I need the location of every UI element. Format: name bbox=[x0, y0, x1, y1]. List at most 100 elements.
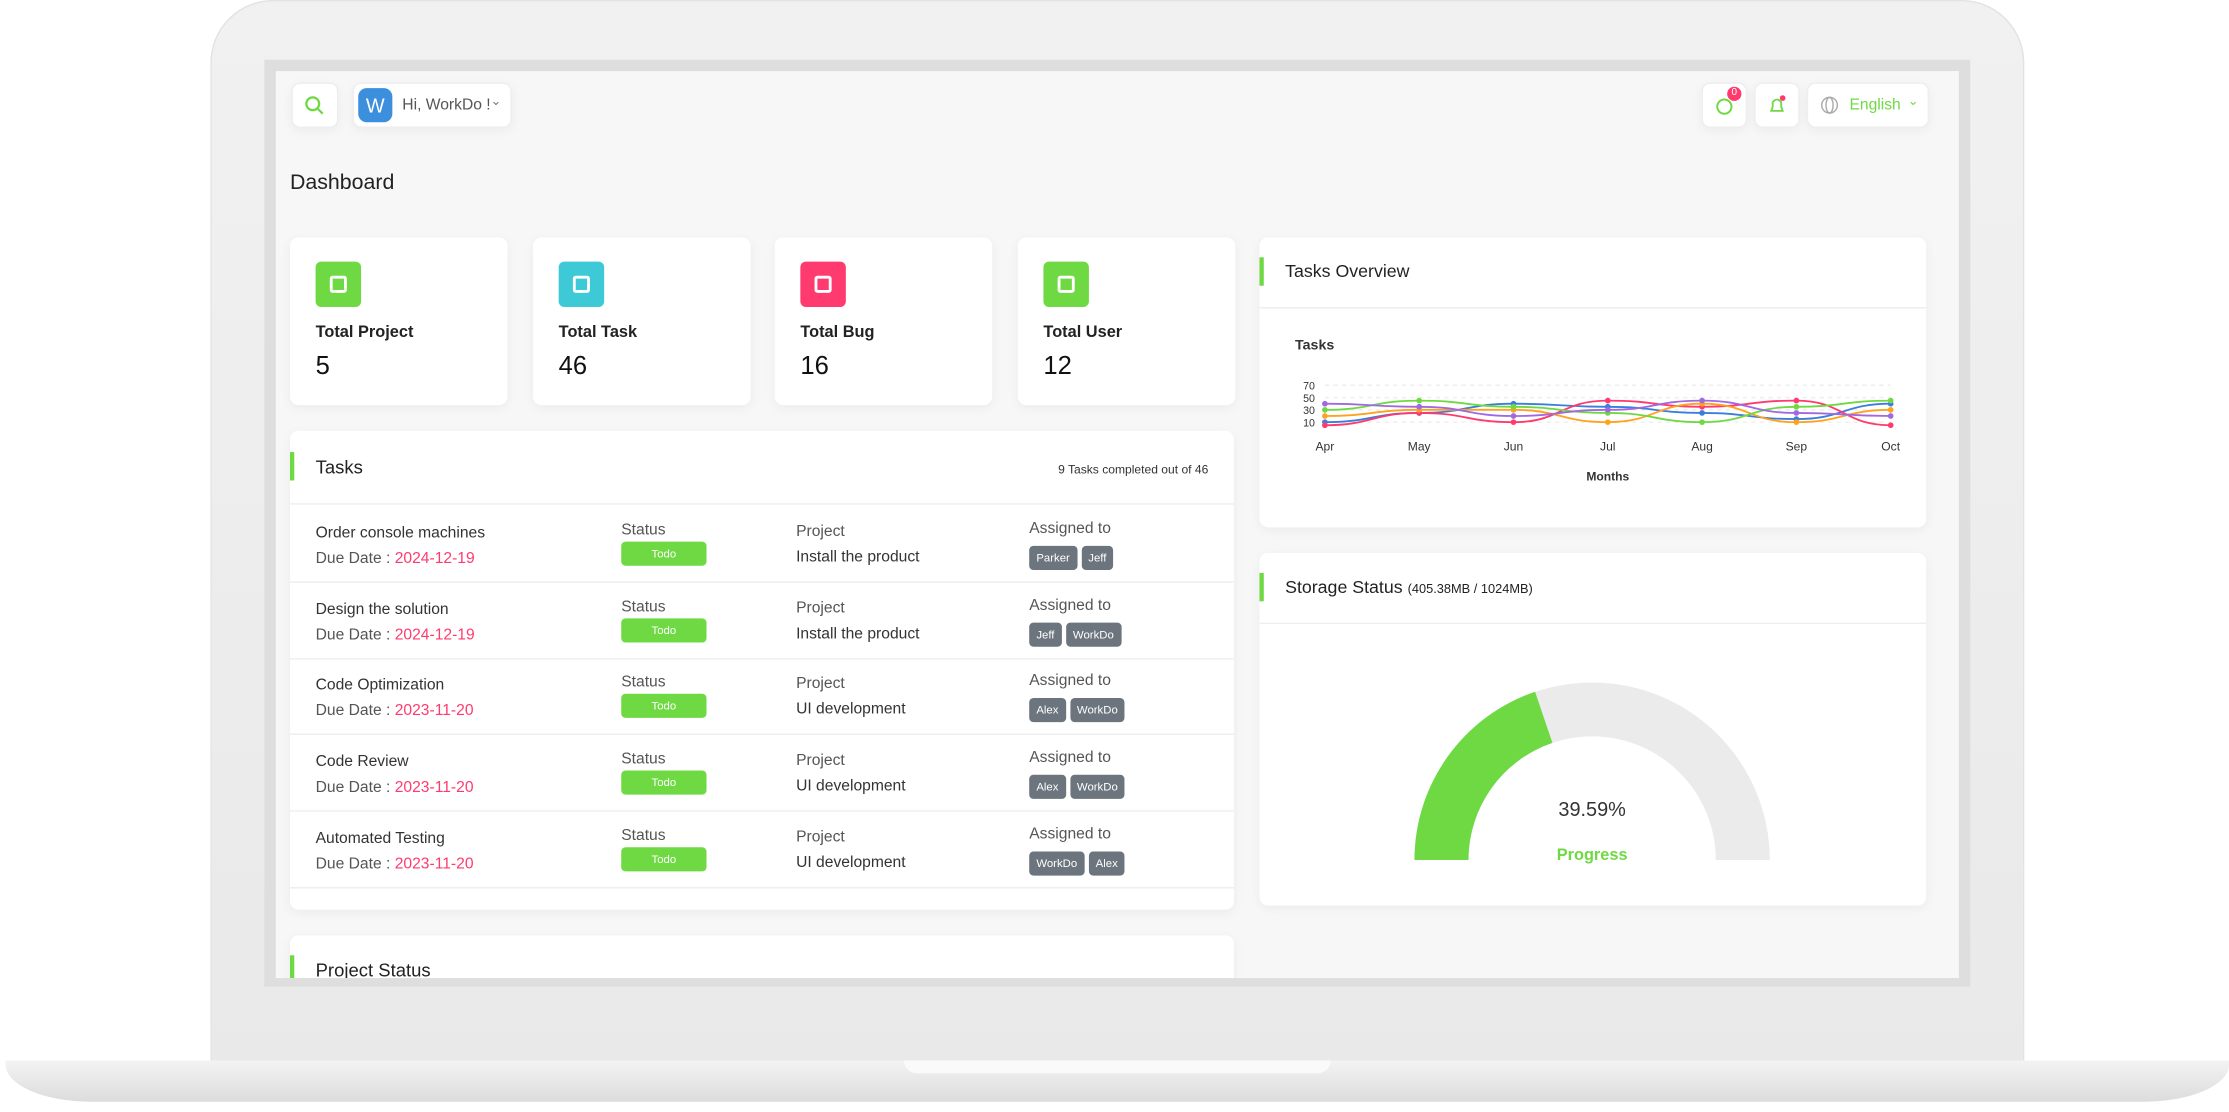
data-point bbox=[1604, 407, 1611, 413]
status-badge: Todo bbox=[621, 846, 707, 872]
card-title: Project Status bbox=[315, 959, 431, 979]
project-name: UI development bbox=[796, 701, 906, 719]
message-badge: 0 bbox=[1727, 86, 1742, 101]
project-label: Project bbox=[796, 828, 845, 846]
screen: W Hi, WorkDo ! ⌄ 0 English ⌄ Dashboard T… bbox=[264, 59, 1971, 987]
stat-icon bbox=[1043, 261, 1089, 308]
project-name: Install the product bbox=[796, 625, 920, 643]
task-name: Order console machines bbox=[315, 524, 486, 542]
x-tick-label: Aug bbox=[1691, 440, 1713, 454]
assignees: Jeff WorkDo bbox=[1029, 619, 1125, 647]
due-date: Due Date : 2023-11-20 bbox=[316, 779, 474, 796]
data-point bbox=[1887, 422, 1894, 429]
accent bbox=[1259, 572, 1264, 602]
language: English bbox=[1849, 96, 1901, 114]
data-point bbox=[1322, 422, 1328, 429]
messages-button[interactable]: 0 bbox=[1701, 82, 1748, 128]
task-row: Automated Testing Due Date : 2023-11-20 St… bbox=[289, 810, 1234, 889]
status-label: Status bbox=[621, 750, 666, 768]
status-label: Status bbox=[621, 521, 666, 539]
stat-card: Total Task 46 bbox=[533, 237, 751, 406]
assigned-label: Assigned to bbox=[1029, 825, 1111, 843]
assignee-badge: WorkDo bbox=[1069, 698, 1125, 723]
due-label: Due Date : bbox=[315, 779, 391, 797]
due-date: Due Date : 2024-12-19 bbox=[316, 550, 475, 567]
x-tick-label: Oct bbox=[1881, 440, 1900, 454]
x-tick-label: May bbox=[1408, 440, 1432, 454]
globe-icon bbox=[1821, 96, 1839, 114]
project-label: Project bbox=[796, 523, 845, 541]
data-point bbox=[1793, 419, 1800, 426]
user-menu[interactable]: W Hi, WorkDo ! ⌄ bbox=[352, 82, 512, 128]
search-button[interactable] bbox=[291, 82, 339, 128]
divider bbox=[1259, 622, 1927, 625]
caret: ⌄ bbox=[490, 93, 502, 109]
stat-label: Total Task bbox=[558, 324, 638, 342]
storage-detail: (405.38MB / 1024MB) bbox=[1407, 581, 1533, 596]
icon-glyph bbox=[329, 275, 347, 293]
assignee-badge: Jeff bbox=[1029, 622, 1062, 647]
assignees: Alex WorkDo bbox=[1029, 696, 1129, 723]
chart-title: Tasks bbox=[1295, 338, 1334, 354]
stat-card: Total Bug 16 bbox=[774, 237, 993, 406]
assignees: Parker Jeff bbox=[1029, 543, 1118, 571]
due-value: 2024-12-19 bbox=[394, 550, 475, 568]
due-value: 2024-12-19 bbox=[394, 626, 475, 644]
stat-value: 46 bbox=[558, 351, 588, 380]
due-label: Due Date : bbox=[315, 550, 391, 568]
notifications-button[interactable] bbox=[1754, 82, 1800, 128]
data-point bbox=[1699, 419, 1705, 426]
project-name: Install the product bbox=[796, 548, 920, 566]
due-date: Due Date : 2023-11-20 bbox=[316, 855, 474, 872]
y-tick-label: 50 bbox=[1303, 393, 1315, 405]
status-label: Status bbox=[621, 827, 666, 845]
task-row: Order console machines Due Date : 2024-12… bbox=[289, 505, 1234, 583]
x-tick-label: Sep bbox=[1786, 440, 1808, 454]
y-tick-label: 70 bbox=[1303, 381, 1315, 393]
assignee-badge: WorkDo bbox=[1065, 622, 1121, 647]
avatar: W bbox=[358, 88, 393, 123]
project-label: Project bbox=[796, 675, 845, 693]
gauge-fill bbox=[1414, 691, 1553, 861]
language-menu[interactable]: English ⌄ bbox=[1806, 82, 1930, 128]
due-date: Due Date : 2023-11-20 bbox=[316, 703, 474, 720]
assigned-label: Assigned to bbox=[1029, 672, 1111, 691]
divider bbox=[1259, 307, 1927, 309]
data-point bbox=[1699, 410, 1705, 416]
assignee-badge: WorkDo bbox=[1069, 774, 1125, 800]
task-name: Code Optimization bbox=[315, 677, 445, 695]
data-point bbox=[1699, 397, 1705, 404]
tasks-card: Tasks 9 Tasks completed out of 46 Order … bbox=[289, 430, 1234, 910]
stat-card: Total User 12 bbox=[1017, 237, 1236, 406]
page-title: Dashboard bbox=[289, 170, 395, 195]
task-name: Code Review bbox=[315, 753, 409, 771]
y-tick-label: 30 bbox=[1303, 405, 1315, 417]
divider bbox=[289, 503, 1234, 505]
project-label: Project bbox=[796, 599, 845, 617]
stat-icon bbox=[558, 261, 605, 308]
data-point bbox=[1793, 397, 1800, 404]
data-point bbox=[1793, 410, 1800, 416]
greeting: Hi, WorkDo ! bbox=[402, 96, 491, 114]
status-label: Status bbox=[621, 598, 666, 616]
task-row: Code Optimization Due Date : 2023-11-20 St… bbox=[289, 657, 1234, 736]
message-icon bbox=[1716, 98, 1733, 115]
stat-label: Total Project bbox=[315, 324, 414, 342]
assigned-label: Assigned to bbox=[1029, 596, 1111, 614]
stat-icon bbox=[315, 261, 362, 308]
caret: ⌄ bbox=[1907, 93, 1919, 109]
accent bbox=[289, 955, 295, 979]
x-tick-label: Apr bbox=[1315, 440, 1334, 454]
task-name: Automated Testing bbox=[315, 829, 445, 847]
x-tick-label: Jul bbox=[1600, 440, 1615, 454]
stat-label: Total Bug bbox=[800, 324, 875, 342]
assignees: WorkDo Alex bbox=[1029, 848, 1129, 876]
accent bbox=[289, 452, 295, 481]
assignee-badge: Alex bbox=[1029, 774, 1066, 800]
data-point bbox=[1887, 413, 1894, 419]
stat-value: 12 bbox=[1043, 351, 1072, 380]
screen-content: W Hi, WorkDo ! ⌄ 0 English ⌄ Dashboard T… bbox=[275, 71, 1959, 979]
accent bbox=[1259, 257, 1264, 286]
